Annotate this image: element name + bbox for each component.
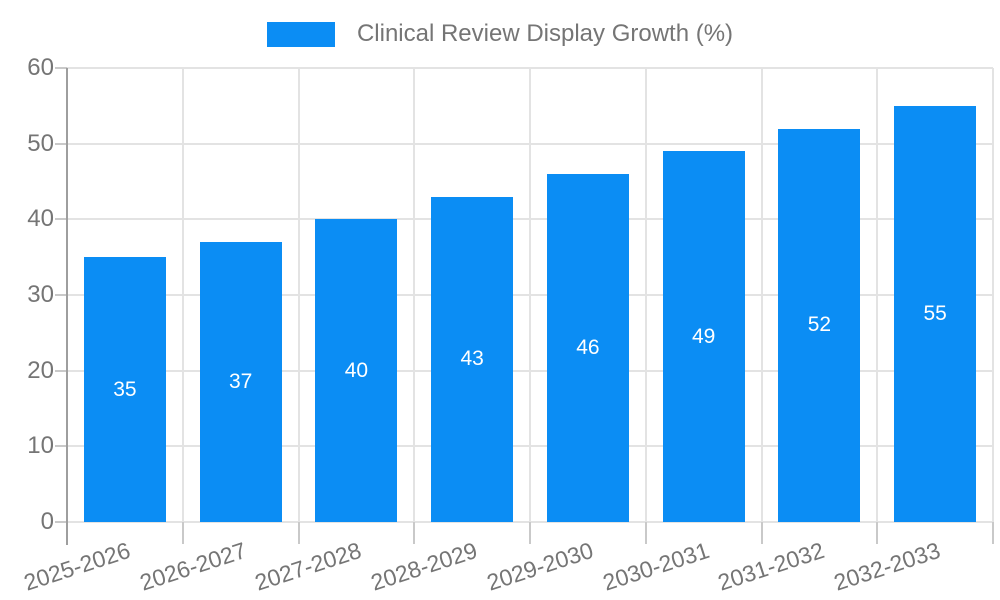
bar-value-label: 49 — [691, 324, 716, 348]
x-axis-tick-label: 2029-2030 — [483, 536, 597, 596]
x-axis-tick — [760, 522, 763, 544]
y-axis-tick — [55, 521, 67, 523]
bar-value-label: 40 — [344, 358, 369, 382]
x-axis-tick — [181, 522, 184, 544]
x-axis-tick-label: 2031-2032 — [715, 536, 828, 596]
gridline-vertical — [297, 68, 300, 522]
y-axis-tick-label: 50 — [27, 129, 54, 157]
gridline-vertical — [992, 68, 994, 522]
y-axis-line — [66, 68, 68, 545]
bar[interactable]: 37 — [199, 242, 282, 522]
legend-series-label: Clinical Review Display Growth (%) — [356, 20, 734, 47]
gridline-vertical — [760, 68, 763, 522]
gridline-vertical — [876, 68, 879, 522]
x-axis-tick-label: 2030-2031 — [599, 536, 712, 596]
x-axis-tick — [529, 522, 531, 544]
bar-value-label: 55 — [923, 301, 947, 325]
y-axis-tick-label: 60 — [27, 54, 54, 81]
y-axis-tick-label: 10 — [27, 432, 54, 460]
y-axis-tick — [55, 445, 67, 448]
bar[interactable]: 52 — [778, 128, 861, 522]
bar-value-label: 43 — [460, 347, 484, 371]
x-axis-tick — [644, 522, 647, 544]
gridline-vertical — [413, 68, 416, 522]
x-axis-tick — [297, 522, 300, 544]
bar[interactable]: 55 — [894, 105, 977, 522]
gridline-vertical — [181, 68, 184, 522]
gridline-vertical — [529, 68, 531, 522]
bar-value-label: 37 — [228, 370, 253, 394]
bar-value-label: 35 — [113, 377, 137, 401]
x-axis-tick — [992, 522, 994, 544]
x-axis-tick — [876, 522, 879, 544]
x-axis-tick-label: 2027-2028 — [252, 536, 365, 596]
y-axis-tick — [55, 218, 67, 221]
bar[interactable]: 43 — [431, 196, 514, 522]
y-axis-tick-label: 0 — [40, 508, 54, 535]
bar[interactable]: 40 — [315, 219, 398, 522]
gridline-vertical — [644, 68, 647, 522]
x-axis-tick-label: 2028-2029 — [367, 536, 481, 596]
y-axis-tick-label: 40 — [27, 205, 54, 233]
legend-color-swatch — [266, 21, 335, 47]
bar-value-label: 46 — [576, 335, 600, 359]
bar[interactable]: 49 — [662, 151, 745, 522]
x-axis-tick-label: 2032-2033 — [830, 536, 944, 596]
y-axis-tick — [55, 67, 67, 69]
plot-area: 35 37 40 43 46 49 52 55 — [67, 67, 994, 523]
y-axis-tick-label: 30 — [27, 281, 54, 308]
x-axis-tick-label: 2026-2027 — [136, 536, 249, 596]
chart-legend[interactable]: Clinical Review Display Growth (%) — [0, 18, 1000, 50]
x-axis-tick-label: 2025-2026 — [20, 536, 134, 596]
x-axis-tick — [413, 522, 416, 544]
y-axis-tick — [55, 294, 67, 296]
y-axis-tick — [55, 142, 67, 145]
bar[interactable]: 46 — [546, 173, 629, 522]
y-axis-tick — [55, 369, 67, 372]
y-axis-tick-label: 20 — [27, 356, 54, 384]
bar[interactable]: 35 — [83, 257, 166, 522]
bar-value-label: 52 — [807, 313, 832, 337]
